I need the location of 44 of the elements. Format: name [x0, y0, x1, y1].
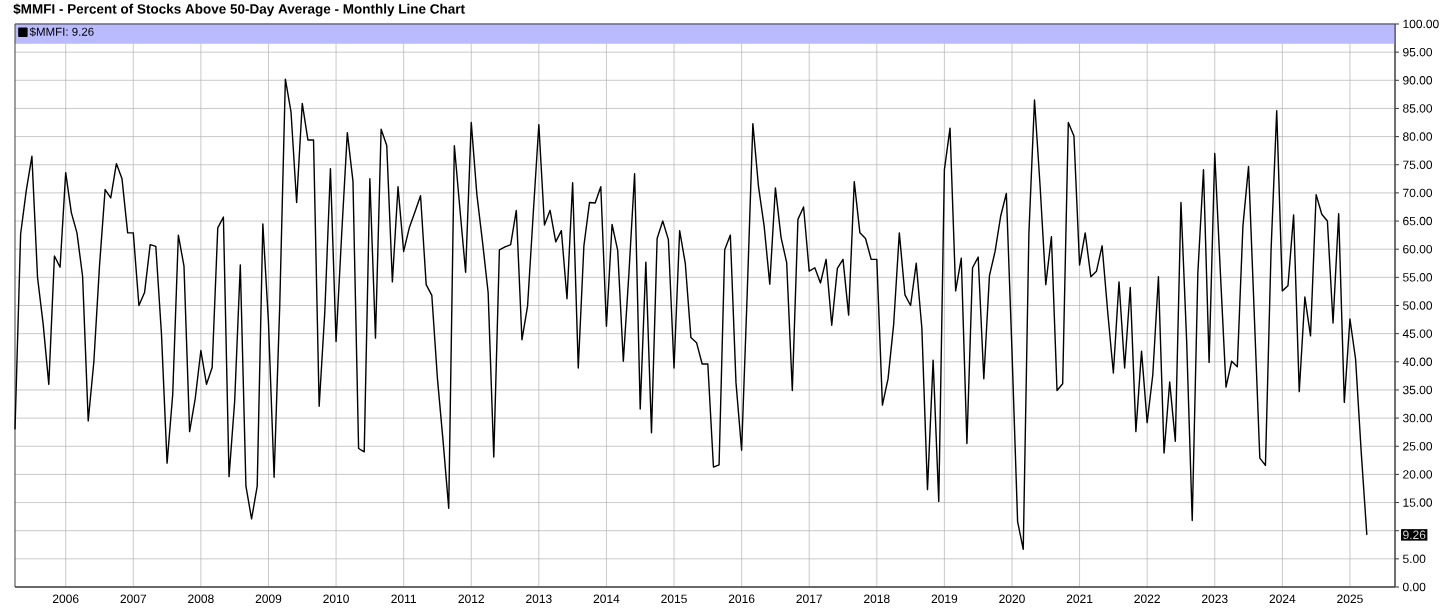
x-tick-label: 2021 [1066, 594, 1093, 604]
y-tick-label: 95.00 [1403, 47, 1433, 57]
y-tick-label: 0.00 [1402, 582, 1426, 592]
y-tick-label: 40.00 [1402, 357, 1433, 367]
text: 9.26 [1403, 530, 1426, 540]
x-tick-label: 2019 [931, 594, 958, 604]
x-tick-label: 2022 [1134, 594, 1160, 604]
y-tick-label: 90.00 [1403, 76, 1433, 85]
y-tick-label: 85.00 [1403, 104, 1433, 113]
y-tick-label: 75.00 [1403, 160, 1433, 169]
y-tick-label: 80.00 [1403, 132, 1433, 141]
y-tick-label: 65.00 [1403, 216, 1433, 226]
x-tick-label: 2014 [593, 594, 620, 604]
x-tick-label: 2017 [796, 594, 822, 604]
y-tick-label: 60.00 [1403, 244, 1433, 254]
x-tick-label: 2011 [391, 594, 416, 604]
x-tick-label: 2007 [120, 594, 147, 604]
x-tick-label: 2016 [728, 594, 755, 604]
x-tick-label: 2025 [1337, 594, 1363, 604]
x-tick-label: 2018 [864, 594, 890, 604]
y-tick-label: 45.00 [1402, 329, 1433, 338]
x-tick-label: 2008 [188, 594, 214, 604]
y-tick-label: 5.00 [1402, 554, 1426, 564]
y-tick-label: 35.00 [1402, 385, 1433, 395]
y-tick-label: 15.00 [1403, 498, 1433, 507]
y-tick-label: 30.00 [1402, 413, 1433, 423]
x-tick-label: 2023 [1202, 594, 1228, 604]
y-tick-label: 100.00 [1403, 19, 1439, 29]
x-tick-label: 2013 [526, 594, 552, 604]
x-tick-label: 2006 [52, 594, 79, 604]
y-tick-label: 70.00 [1403, 188, 1433, 198]
chart-title: $MMFI - Percent of Stocks Above 50-Day Average - Monthly Line Chart [13, 3, 465, 17]
x-tick-label: 2010 [323, 594, 349, 604]
x-tick-label: 2015 [661, 594, 687, 604]
legend-label: $MMFI: 9.26 [29, 27, 94, 37]
y-tick-label: 20.00 [1403, 470, 1433, 479]
x-tick-label: 2020 [999, 594, 1025, 604]
y-tick-label: 50.00 [1402, 301, 1433, 310]
y-tick-label: 55.00 [1402, 273, 1433, 282]
x-tick-label: 2024 [1269, 594, 1296, 604]
x-tick-label: 2012 [458, 594, 484, 604]
y-tick-label: 25.00 [1403, 442, 1433, 451]
x-tick-label: 2009 [255, 594, 282, 604]
line-series [14, 78, 1368, 550]
